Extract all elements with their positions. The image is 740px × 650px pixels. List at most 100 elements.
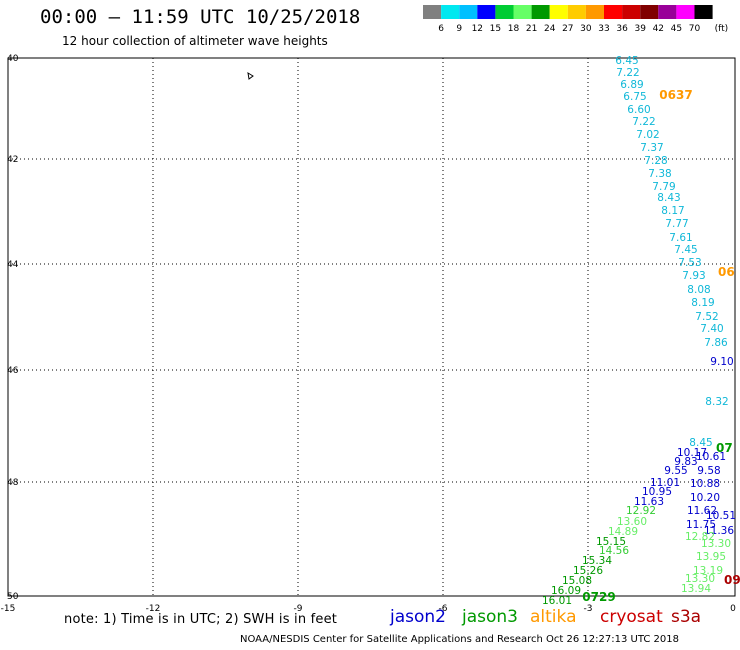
wave-height-label: 7.53 [678, 257, 701, 269]
note-text: note: 1) Time is in UTC; 2) SWH is in fe… [64, 612, 338, 627]
wave-height-label: 7.22 [616, 67, 639, 79]
wave-height-label: 9.10 [710, 356, 733, 368]
wave-height-label: 15.08 [562, 575, 592, 587]
map-frame [7, 57, 736, 597]
axis-labels: 40 42 44 46 48 50 -15 -12 -9 -6 -3 0 [1, 54, 736, 614]
wave-height-label: 16.01 [542, 595, 572, 607]
wave-height-label: 7.77 [665, 218, 688, 230]
scale-swatch [549, 5, 568, 19]
lon-label: -6 [439, 604, 448, 614]
wave-height-label: 6.89 [620, 79, 643, 91]
wave-height-label: 8.19 [691, 297, 714, 309]
scale-label: 12 [472, 24, 483, 34]
wave-height-label: 8.32 [705, 396, 728, 408]
wave-height-label: 14.89 [608, 526, 638, 538]
scale-label: 39 [634, 24, 646, 34]
scale-swatch [567, 5, 586, 19]
wave-height-label: 6.45 [615, 55, 638, 67]
wave-height-label: 11.36 [704, 525, 734, 537]
satellite-altika: altika [530, 607, 577, 627]
scale-swatch [604, 5, 623, 19]
wave-height-label: 8.43 [657, 192, 680, 204]
map-subtitle: 12 hour collection of altimeter wave hei… [62, 34, 328, 48]
scale-swatch [622, 5, 641, 19]
lat-label: 46 [7, 366, 19, 376]
wave-height-label: 7.40 [700, 323, 723, 335]
wave-height-label: 7.38 [648, 168, 671, 180]
scale-label: 24 [544, 24, 556, 34]
wave-height-label: 12.92 [626, 505, 656, 517]
color-scale: 6 9 12 15 18 21 24 27 30 33 36 39 42 45 70 (ft) [423, 5, 729, 34]
scale-label: 18 [508, 24, 520, 34]
scale-swatch [459, 5, 478, 19]
wave-height-label: 6.60 [627, 104, 650, 116]
wave-height-label: 7.93 [682, 270, 705, 282]
lat-label: 42 [7, 155, 18, 165]
pass-time-label: 0637 [659, 88, 692, 102]
wave-height-label: 7.37 [640, 142, 663, 154]
lon-label: -9 [294, 604, 303, 614]
scale-label: 15 [490, 24, 501, 34]
scale-label: 36 [616, 24, 628, 34]
wave-height-label: 7.02 [636, 129, 659, 141]
satellite-cryosat: cryosat [600, 607, 663, 627]
map-title: 00:00 — 11:59 UTC 10/25/2018 [40, 6, 361, 28]
scale-swatch [477, 5, 496, 19]
satellite-jason2: jason2 [390, 607, 446, 627]
wave-height-label: 8.17 [661, 205, 684, 217]
wave-height-label: 9.83 [674, 456, 697, 468]
scale-swatch [423, 5, 442, 19]
wave-height-label: 7.79 [652, 181, 675, 193]
wave-height-label: 16.09 [551, 585, 581, 597]
lon-label: -3 [584, 604, 593, 614]
wave-height-label: 11.01 [650, 477, 680, 489]
time-labels: 0637 06 07 0729 09 [582, 88, 740, 604]
scale-swatch [495, 5, 514, 19]
scale-swatch [531, 5, 550, 19]
wave-height-label: 15.26 [573, 565, 603, 577]
wave-height-label: 13.60 [617, 516, 647, 528]
lon-label: -15 [1, 604, 16, 614]
scale-label: 45 [671, 24, 682, 34]
wave-height-label: 7.61 [669, 232, 692, 244]
wave-height-label: 12.82 [685, 531, 715, 543]
pass-time-label: 09 [724, 573, 740, 587]
wave-height-label: 13.30 [685, 573, 715, 585]
wave-height-label: 10.88 [690, 478, 720, 490]
wave-height-label: 6.75 [623, 91, 646, 103]
wave-height-label: 7.45 [674, 244, 697, 256]
pass-time-label: 0729 [582, 590, 615, 604]
wave-height-label: 10.20 [690, 492, 720, 504]
scale-label: 42 [653, 24, 664, 34]
wave-height-label: 7.22 [632, 116, 655, 128]
wave-height-label: 11.63 [634, 496, 664, 508]
wave-height-label: 10.17 [677, 447, 707, 459]
wave-height-label: 8.45 [689, 437, 712, 449]
wave-height-label: 8.08 [687, 284, 710, 296]
wave-height-label: 15.34 [582, 555, 612, 567]
lon-label: 0 [730, 604, 736, 614]
scale-unit: (ft) [715, 24, 729, 34]
wave-height-label: 7.52 [695, 311, 718, 323]
lat-label: 48 [7, 478, 19, 488]
wave-height-label: 10.95 [642, 486, 672, 498]
scale-swatch [441, 5, 460, 19]
scale-swatch [694, 5, 713, 19]
graticule [8, 58, 735, 596]
scale-swatch [658, 5, 677, 19]
wave-height-label: 13.94 [681, 583, 711, 595]
scale-swatch [585, 5, 604, 19]
scale-label: 6 [438, 24, 444, 34]
lon-label: -12 [146, 604, 161, 614]
wave-height-label: 7.86 [704, 337, 728, 349]
wave-height-label: 10.61 [696, 451, 726, 463]
wave-height-label: 13.95 [696, 551, 726, 563]
satellite-jason3: jason3 [462, 607, 518, 627]
scale-label: 21 [526, 24, 537, 34]
wave-height-label: 13.19 [693, 565, 723, 577]
wave-height-label: 7.28 [644, 155, 667, 167]
scale-swatch [640, 5, 659, 19]
scale-label: 27 [562, 24, 573, 34]
wave-height-label: 10.51 [706, 510, 736, 522]
